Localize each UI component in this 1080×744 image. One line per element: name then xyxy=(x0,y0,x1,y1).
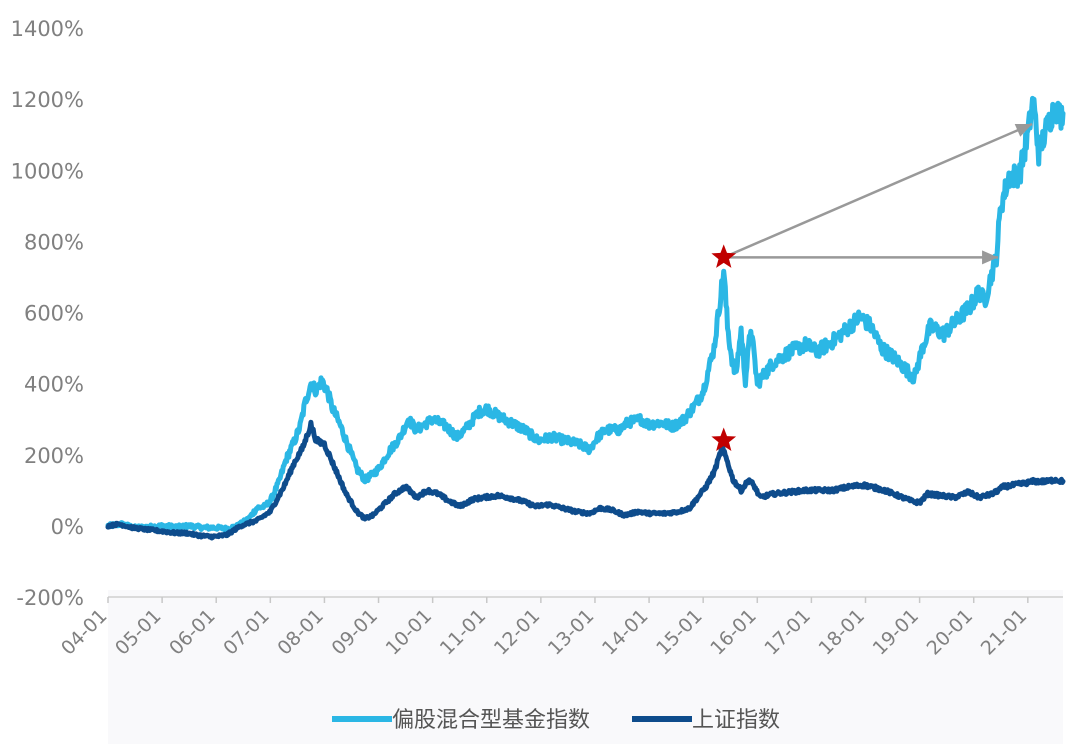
y-tick-label: 1400% xyxy=(11,17,84,41)
legend-label-1: 上证指数 xyxy=(692,708,780,733)
arrow-line-0 xyxy=(723,122,1033,259)
legend-label-0: 偏股混合型基金指数 xyxy=(392,708,590,733)
y-tick-label: 1000% xyxy=(11,159,84,183)
arrow-head-1 xyxy=(982,250,999,265)
y-tick-label: 800% xyxy=(24,230,84,254)
series-line-0 xyxy=(105,95,1066,534)
star-marker-1 xyxy=(711,427,737,451)
y-tick-label: -200% xyxy=(16,586,84,610)
legend: 偏股混合型基金指数 上证指数 xyxy=(332,708,780,733)
series-line-1 xyxy=(105,419,1066,541)
y-tick-label: 1200% xyxy=(11,88,84,112)
y-tick-label: 600% xyxy=(24,302,84,326)
star-marker-0 xyxy=(711,244,737,268)
y-tick-label: 200% xyxy=(24,444,84,468)
annotations xyxy=(711,122,1033,451)
arrow-head-0 xyxy=(1014,123,1033,137)
y-tick-label: 400% xyxy=(24,373,84,397)
series-lines xyxy=(105,95,1066,541)
y-tick-label: 0% xyxy=(51,515,84,539)
plot-area-shade xyxy=(108,590,1063,744)
